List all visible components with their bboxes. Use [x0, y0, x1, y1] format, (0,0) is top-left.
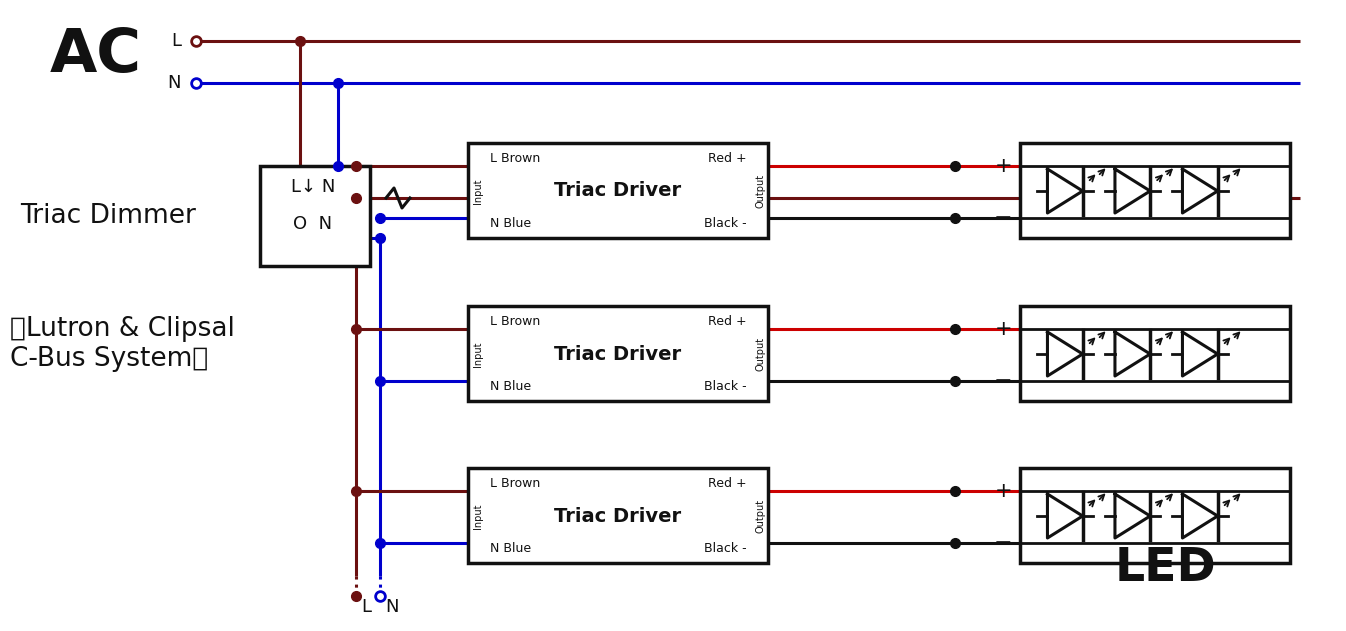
- Text: L Brown: L Brown: [490, 152, 540, 165]
- Text: +: +: [995, 481, 1012, 501]
- Text: Red +: Red +: [708, 152, 747, 165]
- Text: +: +: [995, 156, 1012, 176]
- Bar: [260, 166, 370, 266]
- Polygon shape: [1047, 494, 1082, 538]
- Text: N Blue: N Blue: [490, 542, 532, 555]
- Text: Output: Output: [755, 337, 765, 371]
- Polygon shape: [1182, 494, 1218, 538]
- Text: N Blue: N Blue: [490, 380, 532, 393]
- Polygon shape: [1047, 332, 1082, 376]
- Text: （Lutron & Clipsal
C-Bus System）: （Lutron & Clipsal C-Bus System）: [9, 316, 234, 372]
- Polygon shape: [1182, 332, 1218, 376]
- Text: L Brown: L Brown: [490, 315, 540, 328]
- Bar: [1020, 143, 1289, 238]
- Text: Output: Output: [755, 499, 765, 533]
- Bar: [468, 468, 769, 563]
- Polygon shape: [1114, 332, 1149, 376]
- Text: −: −: [993, 533, 1012, 553]
- Text: Black -: Black -: [704, 217, 747, 230]
- Text: −: −: [993, 208, 1012, 228]
- Text: L↓ N: L↓ N: [291, 178, 335, 196]
- Text: Red +: Red +: [708, 315, 747, 328]
- Polygon shape: [1114, 494, 1149, 538]
- Text: −: −: [993, 371, 1012, 391]
- Text: LED: LED: [1114, 546, 1217, 591]
- Text: L Brown: L Brown: [490, 477, 540, 490]
- Polygon shape: [1114, 169, 1149, 213]
- Text: Triac Dimmer: Triac Dimmer: [20, 203, 197, 229]
- Text: N: N: [385, 598, 398, 616]
- Text: N: N: [167, 74, 180, 92]
- Text: Input: Input: [472, 341, 483, 367]
- Text: AC: AC: [50, 26, 141, 85]
- Bar: [468, 306, 769, 401]
- Text: Black -: Black -: [704, 542, 747, 555]
- Text: Red +: Red +: [708, 477, 747, 490]
- Text: L: L: [171, 32, 180, 50]
- Text: Output: Output: [755, 174, 765, 208]
- Bar: [1020, 306, 1289, 401]
- Text: Input: Input: [472, 178, 483, 204]
- Text: +: +: [995, 319, 1012, 339]
- Polygon shape: [1047, 169, 1082, 213]
- Bar: [468, 143, 769, 238]
- Text: Input: Input: [472, 504, 483, 529]
- Text: Triac Driver: Triac Driver: [555, 507, 681, 526]
- Text: Black -: Black -: [704, 380, 747, 393]
- Text: N Blue: N Blue: [490, 217, 532, 230]
- Text: Triac Driver: Triac Driver: [555, 345, 681, 363]
- Text: L: L: [361, 598, 371, 616]
- Polygon shape: [1182, 169, 1218, 213]
- Text: O  N: O N: [293, 215, 332, 233]
- Bar: [1020, 468, 1289, 563]
- Text: Triac Driver: Triac Driver: [555, 182, 681, 201]
